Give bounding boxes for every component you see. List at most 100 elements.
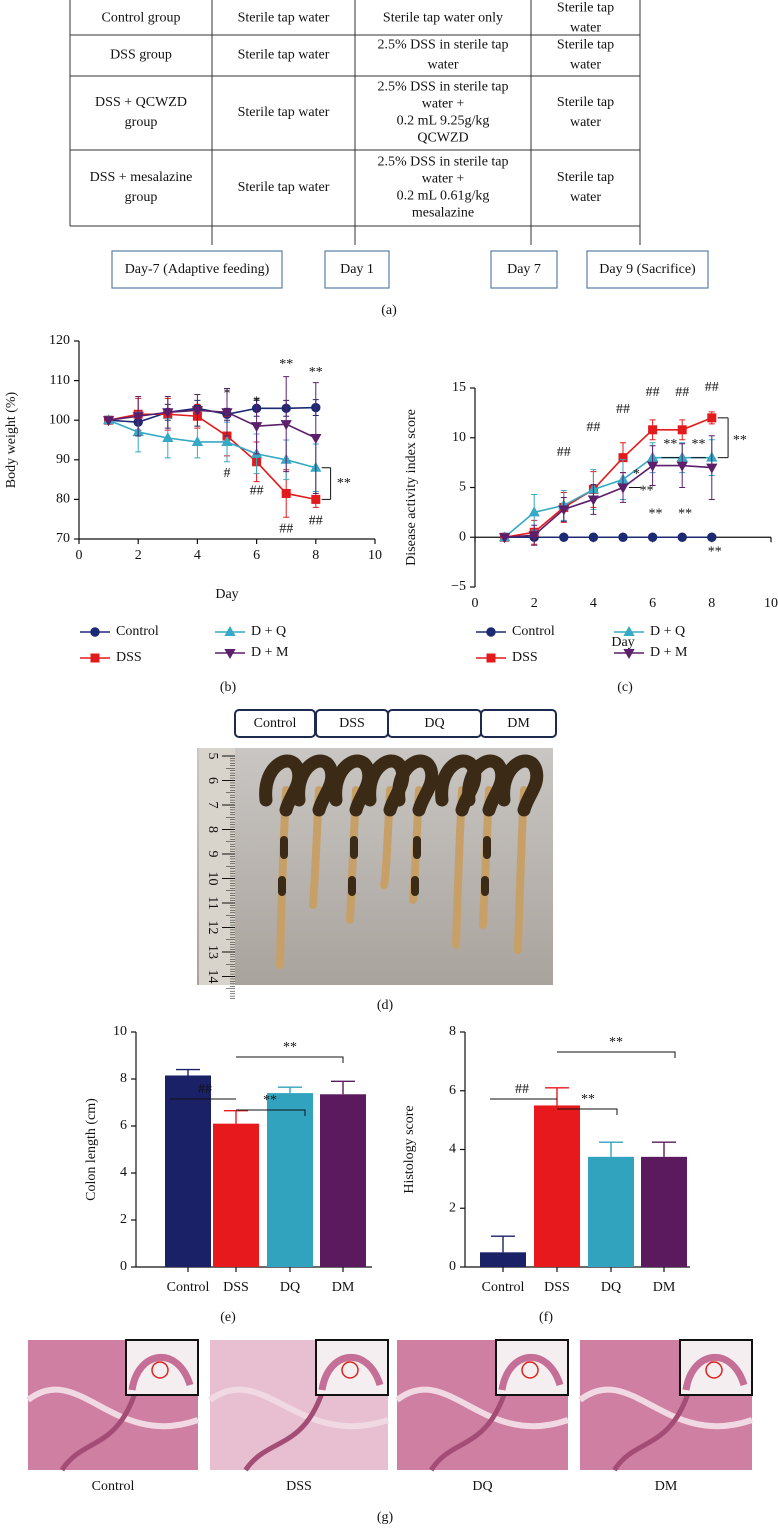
x-tick-label: DSS bbox=[544, 1280, 570, 1295]
table-cell: water bbox=[570, 58, 601, 73]
inset-tissue bbox=[318, 1354, 384, 1391]
timeline-label: Day 9 (Sacrifice) bbox=[599, 262, 696, 277]
x-axis-title: Day bbox=[611, 635, 634, 650]
image-label: DQ bbox=[472, 1479, 492, 1494]
legend-label: DSS bbox=[512, 650, 538, 665]
group-label: DQ bbox=[424, 716, 444, 731]
table-cell: 2.5% DSS in sterile tap bbox=[377, 80, 508, 95]
table-cell: group bbox=[125, 115, 158, 130]
table-cell: 0.2 mL 0.61g/kg bbox=[397, 189, 490, 204]
timeline-label: Day-7 (Adaptive feeding) bbox=[125, 262, 270, 277]
y-tick-label: 6 bbox=[120, 1118, 127, 1133]
inset-tissue bbox=[498, 1354, 564, 1391]
colon-head bbox=[292, 754, 339, 817]
annotation: # bbox=[224, 466, 231, 481]
image-label: Control bbox=[92, 1479, 135, 1494]
x-axis-title: Day bbox=[215, 587, 238, 602]
annotation: ## bbox=[557, 445, 571, 460]
annotation: ## bbox=[646, 385, 660, 400]
colon-head bbox=[392, 754, 439, 817]
marker bbox=[558, 505, 570, 516]
table-cell: Sterile tap bbox=[557, 38, 614, 53]
x-tick-label: DQ bbox=[280, 1280, 300, 1295]
y-tick-label: 70 bbox=[56, 531, 70, 546]
x-tick-label: 4 bbox=[590, 596, 597, 611]
legend-marker bbox=[623, 625, 635, 636]
bar bbox=[641, 1156, 687, 1267]
colon-segment bbox=[481, 836, 491, 896]
annotation: ** bbox=[581, 1092, 595, 1107]
group-label: DM bbox=[507, 716, 530, 731]
error-bar bbox=[331, 1080, 355, 1095]
y-tick-label: 10 bbox=[113, 1024, 127, 1039]
annotation: ## bbox=[198, 1082, 212, 1097]
marker bbox=[310, 434, 322, 445]
annotation: ## bbox=[705, 380, 719, 395]
marker bbox=[311, 494, 321, 504]
table-cell: 2.5% DSS in sterile tap bbox=[377, 38, 508, 53]
y-tick-label: 2 bbox=[449, 1200, 456, 1215]
x-tick-label: DM bbox=[332, 1280, 355, 1295]
bar bbox=[534, 1105, 580, 1267]
bar bbox=[320, 1094, 366, 1267]
table-cell: 0.2 mL 9.25g/kg bbox=[397, 114, 490, 129]
y-tick-label: 10 bbox=[452, 430, 466, 445]
image-label: DSS bbox=[286, 1479, 312, 1494]
inset-circle bbox=[705, 1361, 723, 1379]
colon-segment bbox=[348, 836, 358, 896]
legend-label: Control bbox=[116, 624, 159, 639]
annotation: ## bbox=[616, 402, 630, 417]
x-tick-label: 8 bbox=[312, 548, 319, 563]
inset bbox=[315, 1339, 389, 1396]
error-bar bbox=[599, 1141, 623, 1157]
series-line bbox=[504, 464, 712, 539]
inset bbox=[125, 1339, 199, 1396]
table-cell: water bbox=[570, 21, 601, 36]
marker bbox=[647, 532, 658, 542]
bracket bbox=[236, 1109, 306, 1116]
annotation: ** bbox=[708, 544, 722, 559]
inset-circle bbox=[521, 1361, 539, 1379]
error-bar bbox=[491, 1235, 515, 1253]
ruler-label: 13 bbox=[205, 945, 220, 959]
bar bbox=[213, 1123, 259, 1267]
marker bbox=[528, 531, 540, 542]
x-tick-label: 10 bbox=[764, 596, 778, 611]
annotation: ## bbox=[309, 513, 323, 528]
bar bbox=[480, 1252, 526, 1267]
legend-marker bbox=[486, 653, 496, 663]
timeline-box bbox=[586, 250, 709, 289]
bar bbox=[267, 1093, 313, 1267]
y-tick-label: 100 bbox=[49, 412, 70, 427]
bracket bbox=[236, 1056, 344, 1063]
y-tick-label: 5 bbox=[459, 480, 466, 495]
tissue-fold bbox=[395, 1386, 569, 1430]
annotation: ** bbox=[640, 484, 654, 499]
x-tick-label: 2 bbox=[531, 596, 538, 611]
table-cell: DSS + mesalazine bbox=[90, 170, 193, 185]
inset bbox=[495, 1339, 569, 1396]
bar bbox=[165, 1075, 211, 1267]
annotation: ** bbox=[663, 437, 677, 452]
marker bbox=[677, 532, 687, 542]
colon-head bbox=[329, 754, 376, 817]
marker bbox=[281, 488, 291, 498]
panel-label: (f) bbox=[539, 1310, 553, 1325]
y-tick-label: 120 bbox=[49, 333, 70, 348]
marker bbox=[221, 435, 233, 446]
bracket bbox=[557, 1051, 676, 1058]
inset-circle bbox=[151, 1361, 169, 1379]
marker bbox=[559, 532, 569, 542]
legend-label: Control bbox=[512, 624, 555, 639]
ruler-label: 6 bbox=[205, 777, 220, 784]
y-axis-title: Disease activity index score bbox=[404, 409, 419, 566]
ruler-label: 10 bbox=[205, 872, 220, 886]
timeline-label: Day 7 bbox=[507, 262, 541, 277]
annotation: ** bbox=[279, 357, 293, 372]
x-tick-label: 6 bbox=[253, 548, 260, 563]
marker bbox=[706, 463, 718, 474]
table-cell: Sterile tap bbox=[557, 95, 614, 110]
bar bbox=[588, 1156, 634, 1267]
x-tick-label: Control bbox=[482, 1280, 525, 1295]
